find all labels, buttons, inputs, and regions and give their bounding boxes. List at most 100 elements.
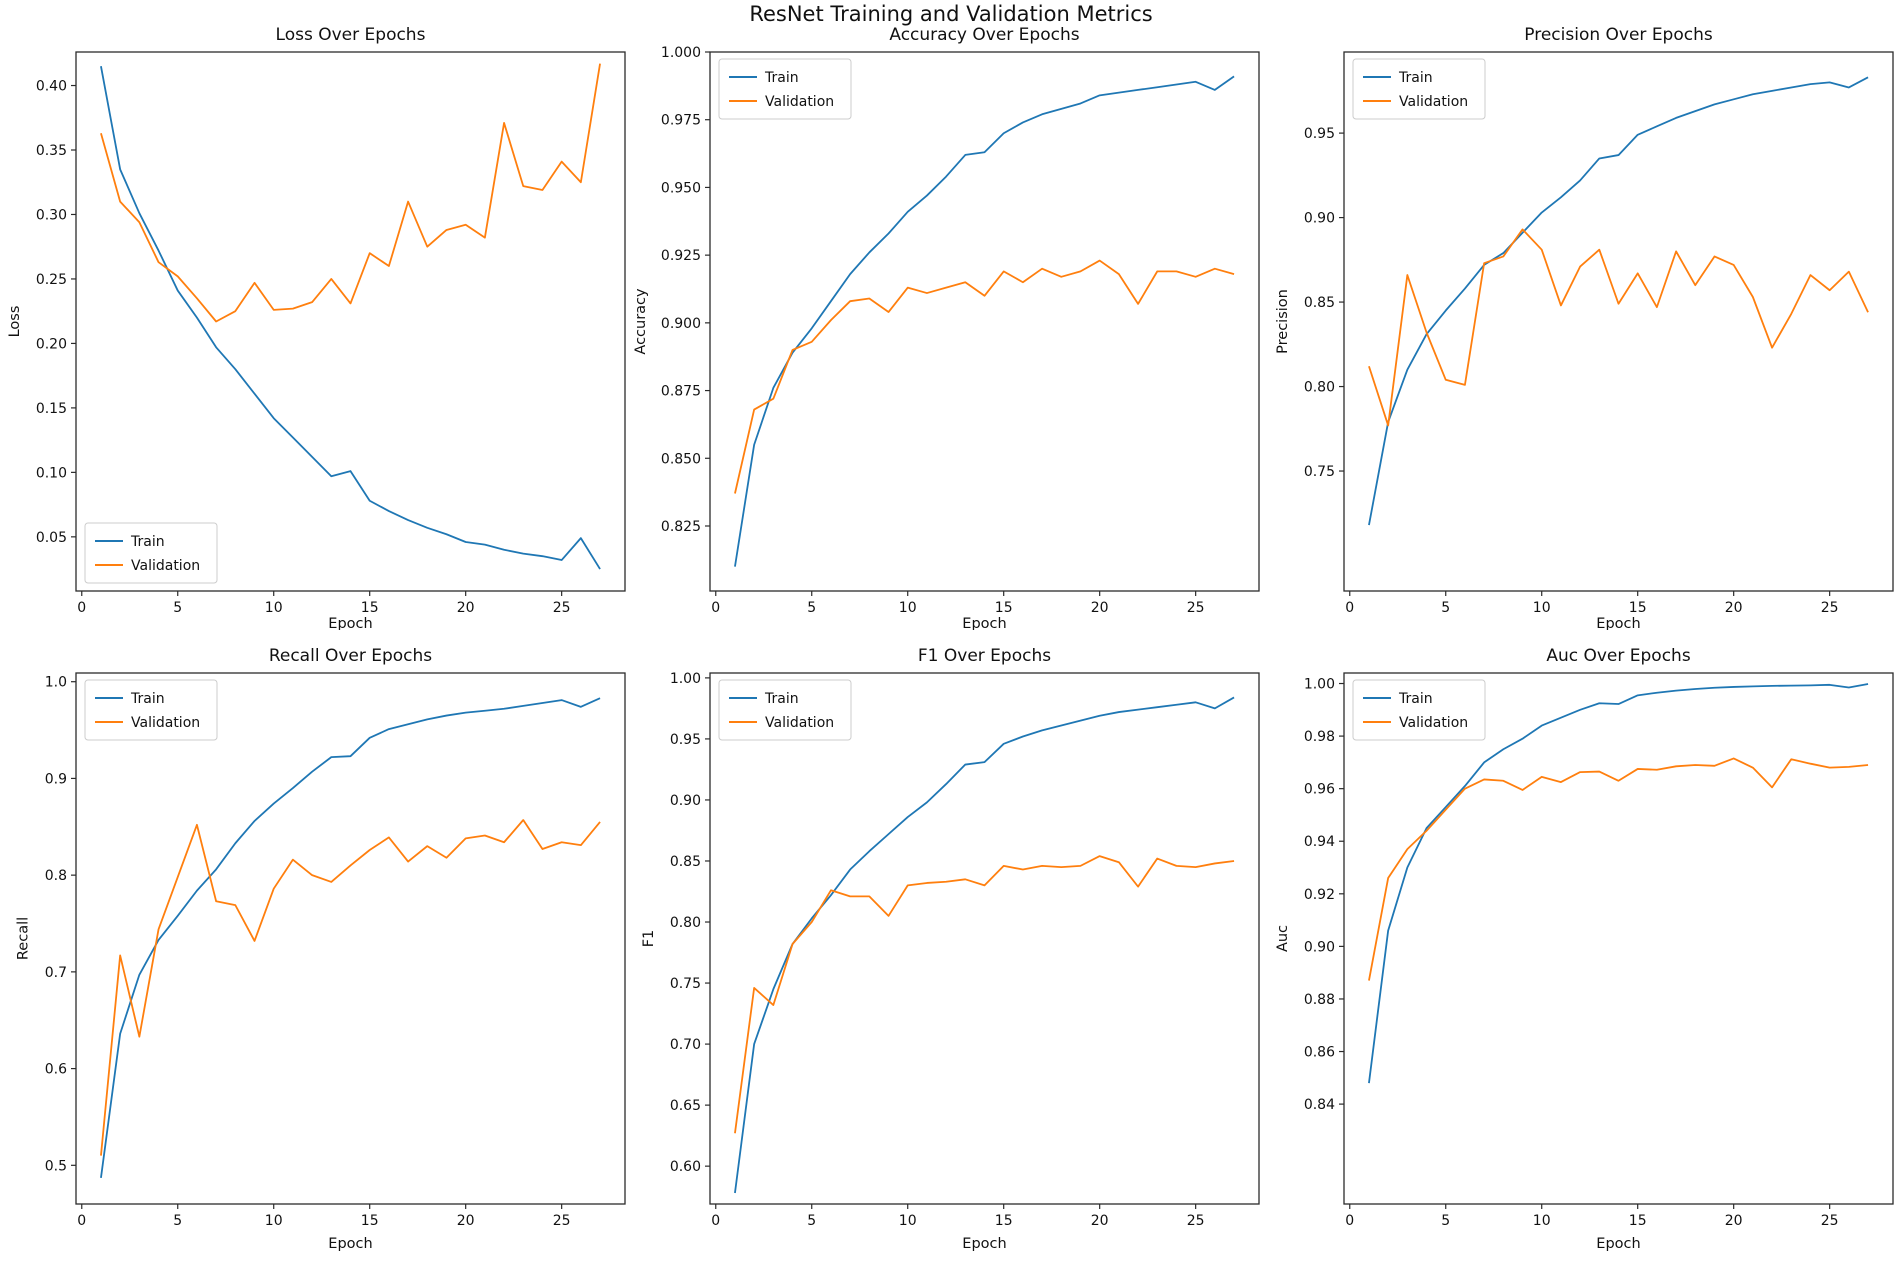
series-line-train: [734, 696, 1235, 1194]
legend-label-train: Train: [764, 70, 799, 86]
loss-chart: 0 5 10 15 20 25 0.05 0.10 0.15 0.20 0.25 0.30 0.35 0.…: [7, 25, 626, 630]
y-tick-label: 0.94: [1304, 834, 1335, 850]
x-tick-label: 0: [77, 1213, 86, 1229]
y-tick-label: 0.75: [670, 976, 701, 992]
y-tick-label: 0.90: [670, 793, 701, 809]
x-tick-label: 5: [1441, 600, 1450, 616]
x-tick-label: 5: [807, 600, 816, 616]
x-axis-label: Epoch: [1596, 1236, 1640, 1252]
y-tick-label: 1.00: [670, 671, 701, 687]
x-tick-label: 10: [1533, 600, 1551, 616]
x-tick-label: 15: [361, 600, 379, 616]
series-line-validation: [100, 63, 601, 323]
series-line-validation: [1368, 757, 1869, 981]
x-tick-label: 5: [1441, 1213, 1450, 1229]
legend-box: [1352, 679, 1486, 741]
y-axis-label: Loss: [7, 306, 23, 338]
chart-title: Auc Over Epochs: [1546, 646, 1691, 666]
legend-box: [84, 522, 218, 584]
y-tick-label: 0.86: [1304, 1045, 1335, 1061]
y-tick-label: 0.98: [1304, 729, 1335, 745]
legend-label-train: Train: [1398, 691, 1433, 707]
y-tick-label: 0.85: [1304, 295, 1335, 311]
x-tick-label: 0: [711, 600, 720, 616]
y-tick-label: 0.80: [670, 915, 701, 931]
y-tick-label: 0.7: [45, 965, 67, 981]
y-tick-label: 0.90: [1304, 939, 1335, 955]
y-tick-label: 0.90: [1304, 211, 1335, 227]
x-tick-label: 20: [1725, 1213, 1743, 1229]
y-tick-label: 0.950: [661, 180, 701, 196]
x-tick-label: 0: [711, 1213, 720, 1229]
y-tick-label: 0.875: [661, 384, 701, 400]
x-tick-label: 10: [1533, 1213, 1551, 1229]
plot-spines: [1343, 51, 1894, 592]
y-tick-label: 0.900: [661, 316, 701, 332]
x-tick-label: 15: [995, 1213, 1013, 1229]
plot-spines: [709, 51, 1260, 592]
y-axis-label: Recall: [15, 917, 31, 960]
x-tick-label: 10: [265, 600, 283, 616]
subplot-accuracy: 0 5 10 15 20 25 0.825 0.850 0.875 0.900 0.925 0.950…: [634, 0, 1268, 630]
y-tick-label: 0.92: [1304, 887, 1335, 903]
x-tick-label: 15: [1629, 600, 1647, 616]
y-tick-label: 0.5: [45, 1158, 67, 1174]
precision-chart: 0 5 10 15 20 25 0.75 0.80 0.85 0.90 0.95 Precision …: [1275, 25, 1894, 630]
y-tick-label: 0.30: [36, 207, 67, 223]
x-tick-label: 0: [77, 600, 86, 616]
x-tick-label: 0: [1345, 600, 1354, 616]
x-axis-label: Epoch: [328, 1236, 372, 1252]
subplot-auc: 0 5 10 15 20 25 0.84 0.86 0.88 0.90 0.92 0.94 0.96 0.…: [1268, 631, 1902, 1261]
y-tick-label: 0.60: [670, 1159, 701, 1175]
legend-label-train: Train: [130, 534, 165, 550]
subplot-recall: 0 5 10 15 20 25 0.5 0.6 0.7 0.8 0.9 1.0 Recall Over …: [0, 631, 634, 1261]
y-tick-label: 1.000: [661, 45, 701, 61]
legend-label-validation: Validation: [131, 715, 200, 731]
chart-title: Recall Over Epochs: [269, 646, 432, 666]
chart-title: Loss Over Epochs: [276, 25, 426, 45]
y-tick-label: 0.70: [670, 1037, 701, 1053]
auc-chart: 0 5 10 15 20 25 0.84 0.86 0.88 0.90 0.92 0.94 0.96 0.…: [1275, 646, 1894, 1252]
y-tick-label: 0.05: [36, 530, 67, 546]
x-tick-label: 5: [807, 1213, 816, 1229]
legend-box: [718, 679, 852, 741]
x-tick-label: 15: [995, 600, 1013, 616]
x-tick-label: 20: [457, 1213, 475, 1229]
y-tick-label: 0.35: [36, 143, 67, 159]
y-tick-label: 0.25: [36, 272, 67, 288]
x-tick-label: 20: [1725, 600, 1743, 616]
x-tick-label: 20: [1091, 600, 1109, 616]
legend-label-validation: Validation: [765, 715, 834, 731]
y-tick-label: 0.96: [1304, 782, 1335, 798]
legend-label-validation: Validation: [131, 558, 200, 574]
legend-label-train: Train: [1398, 70, 1433, 86]
y-tick-label: 0.9: [45, 771, 67, 787]
y-tick-label: 0.95: [1304, 126, 1335, 142]
accuracy-chart: 0 5 10 15 20 25 0.825 0.850 0.875 0.900 0.925 0.950…: [634, 25, 1260, 630]
y-tick-label: 0.84: [1304, 1097, 1335, 1113]
y-tick-label: 0.925: [661, 248, 701, 264]
y-tick-label: 1.0: [45, 675, 67, 691]
y-axis-label: Accuracy: [634, 288, 649, 355]
series-line-train: [734, 75, 1235, 567]
y-tick-label: 0.95: [670, 732, 701, 748]
x-tick-label: 25: [553, 1213, 571, 1229]
y-tick-label: 0.15: [36, 401, 67, 417]
plot-spines: [75, 672, 626, 1205]
plot-spines: [1343, 672, 1894, 1205]
y-tick-label: 0.850: [661, 451, 701, 467]
y-tick-label: 0.20: [36, 336, 67, 352]
chart-title: Accuracy Over Epochs: [889, 25, 1079, 45]
y-tick-label: 0.75: [1304, 464, 1335, 480]
series-line-validation: [100, 819, 601, 1156]
series-line-validation: [1368, 228, 1869, 427]
y-tick-label: 0.40: [36, 79, 67, 95]
x-tick-label: 20: [1091, 1213, 1109, 1229]
y-tick-label: 0.10: [36, 465, 67, 481]
x-tick-label: 25: [1187, 600, 1205, 616]
recall-chart: 0 5 10 15 20 25 0.5 0.6 0.7 0.8 0.9 1.0 Recall Over …: [15, 646, 626, 1252]
y-tick-label: 0.85: [670, 854, 701, 870]
legend-box: [718, 58, 852, 120]
legend-label-train: Train: [130, 691, 165, 707]
